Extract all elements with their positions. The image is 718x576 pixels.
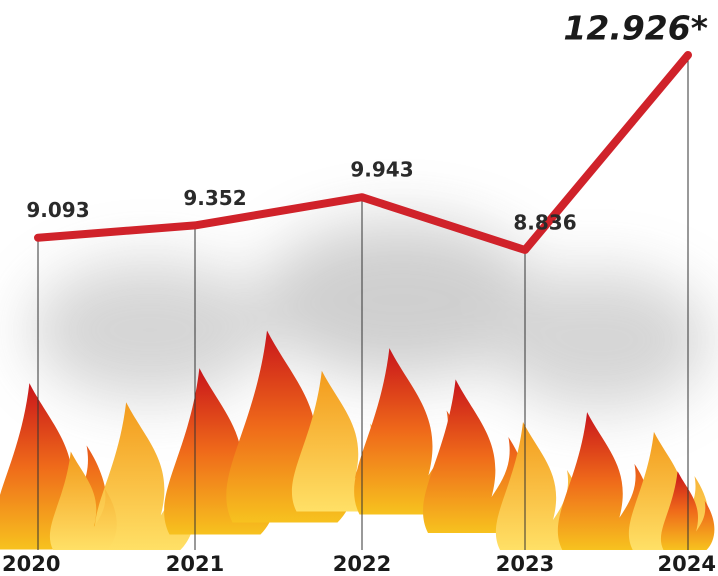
plot: 9.093 2020 9.352 2021 9.943 2022 8.836 2023 12.9… [2, 9, 716, 576]
x-tick-label: 2022 [333, 552, 391, 576]
year-strip [0, 550, 718, 576]
line [34, 51, 692, 254]
smoke [30, 220, 710, 410]
value-label: 9.093 [26, 198, 89, 222]
value-label: 9.943 [350, 158, 413, 182]
x-tick-label: 2020 [2, 552, 60, 576]
x-tick-label: 2021 [166, 552, 224, 576]
value-label: 9.352 [183, 186, 246, 210]
x-tick-label: 2024 [658, 552, 716, 576]
value-label: 8.836 [513, 211, 576, 235]
value-label: 12.926* [563, 9, 708, 48]
x-tick-label: 2023 [496, 552, 554, 576]
